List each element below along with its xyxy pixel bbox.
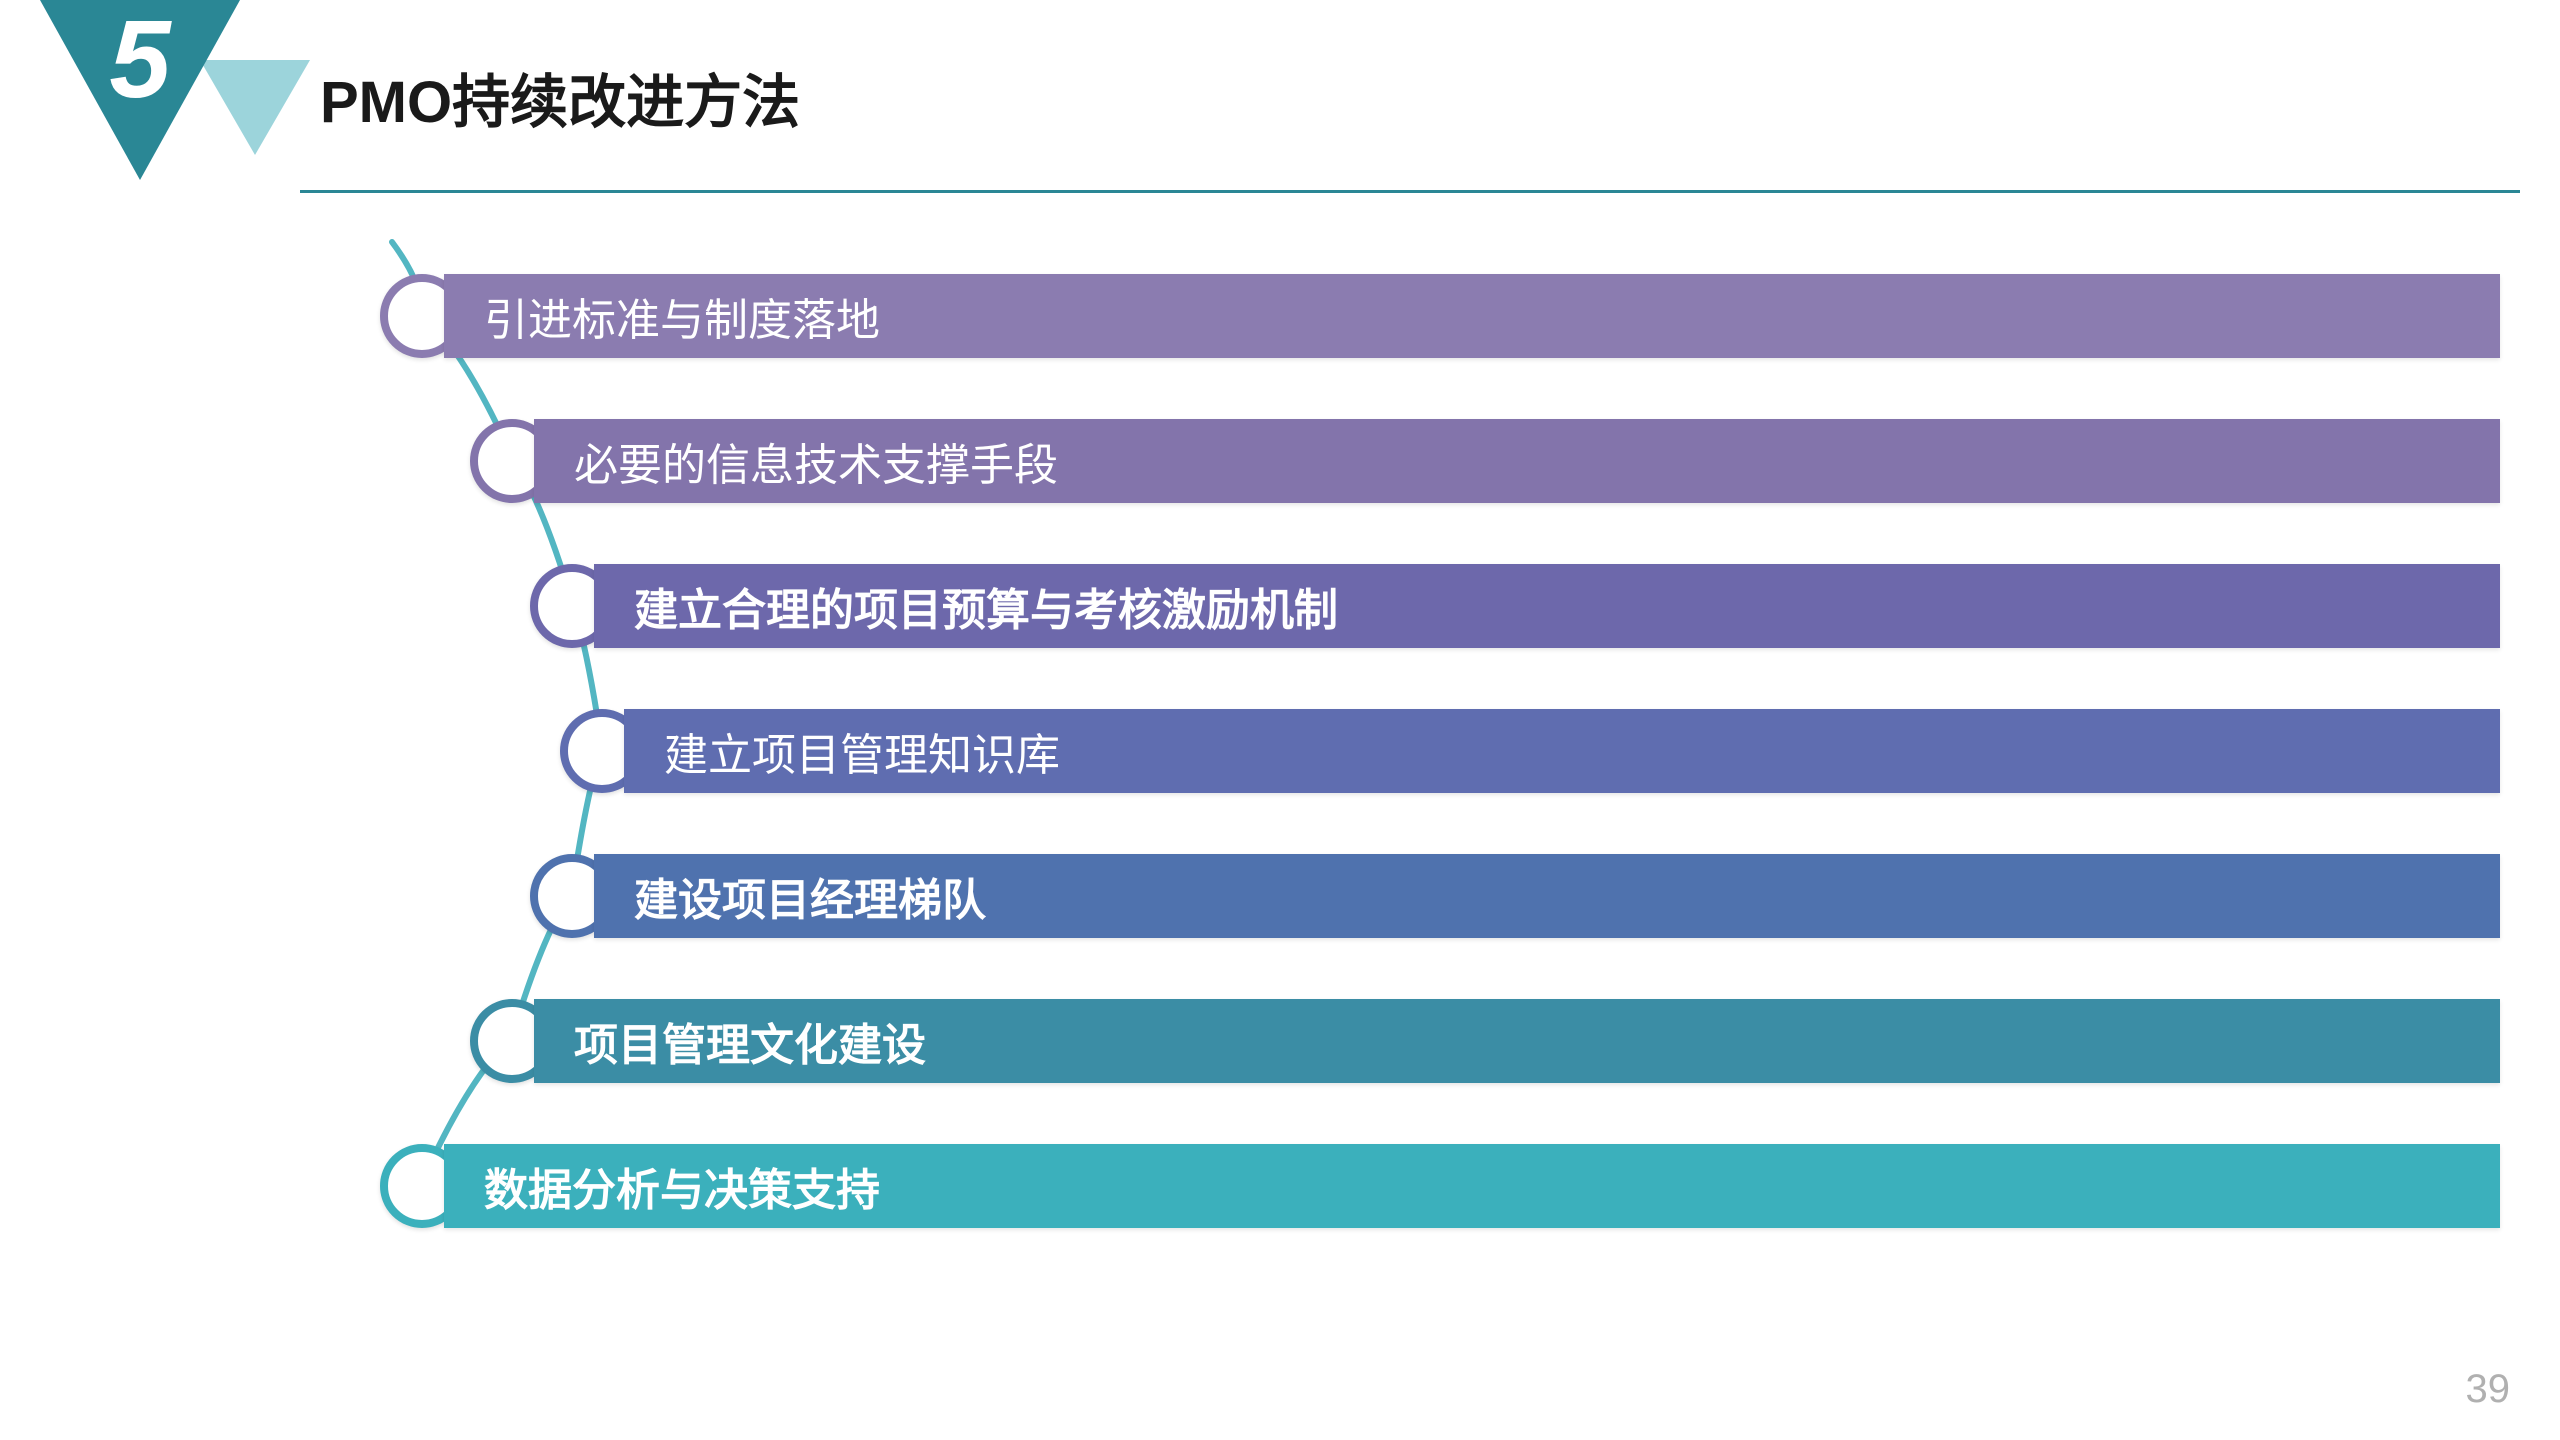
item-bar: 数据分析与决策支持	[444, 1144, 2500, 1228]
badge-main-triangle: 5	[40, 0, 240, 180]
list-item: 建设项目经理梯队	[530, 850, 2500, 942]
method-list: 引进标准与制度落地必要的信息技术支撑手段建立合理的项目预算与考核激励机制建立项目…	[380, 240, 2500, 1320]
item-label: 建立项目管理知识库	[664, 719, 1060, 783]
page-title: PMO持续改进方法	[320, 55, 800, 139]
section-number: 5	[80, 0, 200, 123]
list-item: 引进标准与制度落地	[380, 270, 2500, 362]
item-label: 项目管理文化建设	[574, 1009, 926, 1073]
item-bar: 建立项目管理知识库	[624, 709, 2500, 793]
item-label: 建立合理的项目预算与考核激励机制	[634, 574, 1338, 638]
item-label: 数据分析与决策支持	[484, 1154, 880, 1218]
section-badge: 5	[40, 0, 240, 180]
list-item: 必要的信息技术支撑手段	[470, 415, 2500, 507]
list-item: 建立项目管理知识库	[560, 705, 2500, 797]
list-item: 项目管理文化建设	[470, 995, 2500, 1087]
item-bar: 项目管理文化建设	[534, 999, 2500, 1083]
item-bar: 建设项目经理梯队	[594, 854, 2500, 938]
item-label: 引进标准与制度落地	[484, 284, 880, 348]
item-bar: 引进标准与制度落地	[444, 274, 2500, 358]
list-item: 数据分析与决策支持	[380, 1140, 2500, 1232]
list-item: 建立合理的项目预算与考核激励机制	[530, 560, 2500, 652]
item-bar: 必要的信息技术支撑手段	[534, 419, 2500, 503]
item-bar: 建立合理的项目预算与考核激励机制	[594, 564, 2500, 648]
item-label: 建设项目经理梯队	[634, 864, 986, 928]
title-underline	[300, 190, 2520, 193]
page-number: 39	[2466, 1367, 2511, 1412]
item-label: 必要的信息技术支撑手段	[574, 429, 1058, 493]
